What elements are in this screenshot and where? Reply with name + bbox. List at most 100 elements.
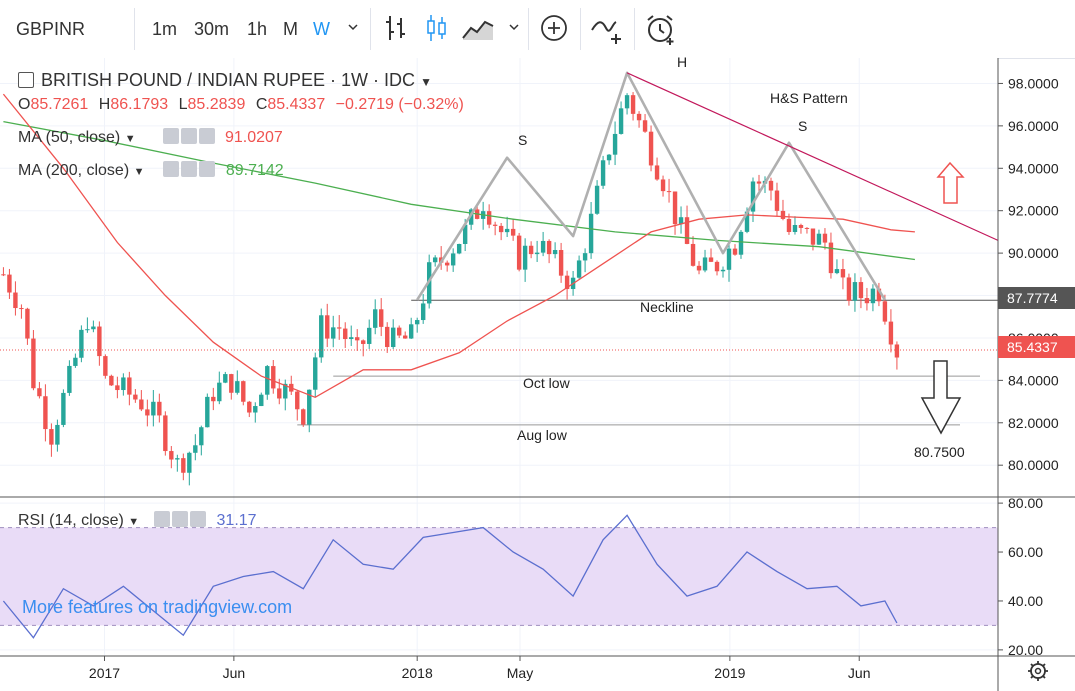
candle-body [834,269,840,274]
symbol-search[interactable]: GBPINR [16,19,86,39]
chevron-down-icon[interactable] [507,20,521,39]
candle-body [768,180,774,191]
add-icon[interactable] [538,12,570,49]
neckline-price-tag [998,287,1075,309]
rsi-tick-label: 20.00 [1008,642,1043,658]
rsi-overbought-oversold-band [0,527,998,626]
candle-body [612,133,618,155]
candle-body [666,191,672,193]
candle [852,273,858,312]
candle-body [720,269,726,272]
resistance-trend-line[interactable] [626,72,999,241]
chevron-down-icon[interactable]: ▼ [128,516,140,528]
eye-icon[interactable] [163,161,180,177]
candle [115,376,120,399]
neckline-label: Neckline [640,299,694,315]
interval-1h-button[interactable]: 1h [247,19,268,39]
time-tick-label: Jun [848,665,871,681]
interval-30m-button[interactable]: 30m [194,19,230,39]
bar-style-icon[interactable] [382,12,410,49]
candle-body [91,326,96,330]
ma200-line [3,120,915,261]
candle-body [468,209,474,225]
interval-month-button[interactable]: M [283,19,298,39]
time-tick-label: 2018 [402,665,433,681]
gear-icon[interactable] [180,128,197,144]
time-tick-label: Jun [223,665,246,681]
candle-body [756,181,762,184]
indicator-icon[interactable] [590,12,626,51]
candle-body [301,409,306,425]
chart-title[interactable]: BRITISH POUND / INDIAN RUPEE · 1W · IDC … [18,70,432,91]
candle-body [259,394,264,407]
candle-body [552,250,558,255]
candle [253,402,258,423]
candle [528,241,534,259]
time-axis[interactable]: 2017 Jun 2018 May 2019 Jun [89,656,871,681]
candle-body [181,458,186,473]
rsi-axis[interactable]: 20.00 40.00 60.00 80.00 [998,495,1043,658]
candle-body [792,225,798,233]
collapse-icon[interactable] [18,72,34,88]
candle [666,178,672,203]
chevron-down-icon[interactable] [346,20,360,39]
close-icon[interactable] [199,161,216,177]
candle [606,154,612,165]
candle-body [630,95,636,114]
candle-body [253,406,258,413]
candle-body [414,320,420,325]
candle [211,387,216,411]
candle [85,317,90,333]
gear-icon[interactable] [172,511,189,527]
chevron-down-icon[interactable]: ▼ [124,133,136,145]
candle [97,321,102,366]
close-icon[interactable] [190,511,207,527]
rsi-legend[interactable]: RSI (14, close) ▼ 31.17 [18,511,257,530]
candle [313,352,318,397]
candle-body [492,224,498,226]
candle-body [846,277,852,301]
candle [432,255,438,267]
rsi-label: RSI (14, close) [18,512,124,529]
area-style-icon[interactable] [461,12,495,49]
candle [55,419,60,452]
candle [7,268,12,299]
rsi-line [2,514,898,639]
oct-low-label: Oct low [523,375,571,391]
candle [331,315,336,348]
candle [127,371,132,406]
candle-body [564,275,570,290]
candle-body [127,377,132,395]
ma50-legend[interactable]: MA (50, close) ▼ 91.0207 [18,128,283,147]
candle [391,319,396,349]
tradingview-watermark[interactable]: More features on tradingview.com [22,597,293,617]
eye-icon[interactable] [162,128,179,144]
candle [397,325,402,339]
interval-week-button[interactable]: W [313,19,330,39]
candle [768,177,774,201]
candle [492,221,498,236]
candle-body [672,191,678,225]
gear-icon[interactable] [181,161,198,177]
candle-body [343,328,348,340]
right-shoulder-label: S [798,118,807,134]
candle [19,304,24,319]
eye-icon[interactable] [154,511,171,527]
candle-style-icon[interactable] [423,12,451,49]
ma200-legend[interactable]: MA (200, close) ▼ 89.7142 [18,161,284,180]
price-axis[interactable]: 80.000082.000084.000086.000088.000090.00… [998,75,1059,473]
candle-body [187,452,192,473]
candle [540,231,546,257]
interval-1m-button[interactable]: 1m [152,19,178,39]
price-tick-label: 98.0000 [1008,75,1059,91]
candle-body [103,356,108,376]
chevron-down-icon[interactable]: ▼ [133,166,145,178]
alert-icon[interactable] [644,12,678,51]
candle [31,330,36,391]
price-tick-label: 96.0000 [1008,118,1059,134]
candle-body [199,427,204,446]
settings-gear-icon[interactable] [1028,661,1048,681]
close-icon[interactable] [198,128,215,144]
chevron-down-icon[interactable]: ▼ [420,75,432,89]
candle-body [313,357,318,390]
